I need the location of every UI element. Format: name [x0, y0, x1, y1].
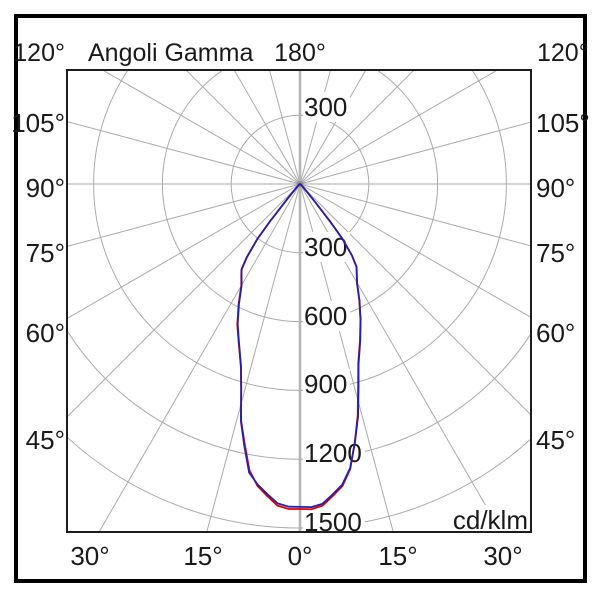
grid-spoke-315: [68, 183, 301, 417]
grid-spoke-45: [299, 183, 530, 415]
gamma-label-left-105: 105°: [11, 108, 65, 138]
grid-spoke-135: [299, 71, 414, 185]
outer-frame: [14, 14, 587, 583]
grid-spoke-330: [99, 183, 301, 531]
gamma-label-left-60: 60°: [25, 318, 65, 348]
intensity-curves: [68, 71, 530, 531]
curve-red: [236, 183, 362, 511]
grid-spoke-195: [269, 71, 301, 185]
gamma-label-left-90: 90°: [25, 173, 65, 203]
gamma-label-right-90: 90°: [536, 173, 576, 203]
diagram-title: Angoli Gamma: [88, 39, 254, 67]
gamma-label-top-right: 120°: [537, 39, 589, 67]
grid-spoke-225: [186, 71, 301, 185]
grid-circle-600: [161, 71, 439, 323]
gamma-label-bottom-0: 30°: [70, 541, 110, 571]
grid-spoke-75: [299, 183, 530, 247]
grid-spoke-105: [299, 121, 530, 185]
gamma-label-bottom-4: 30°: [483, 541, 523, 571]
grid-spoke-255: [68, 121, 301, 185]
gamma-label-top-left: 120°: [13, 39, 65, 67]
curve-blue: [236, 183, 362, 509]
grid-spoke-285: [68, 183, 301, 247]
grid-circle-1500: [68, 437, 530, 529]
gamma-label-right-105: 105°: [536, 108, 590, 138]
grid-circle-900: [93, 71, 507, 391]
gamma-label-right-45: 45°: [536, 425, 576, 455]
gamma-label-bottom-3: 15°: [378, 541, 418, 571]
grid-spoke-300: [68, 183, 301, 319]
gamma-label-right-75: 75°: [536, 238, 576, 268]
grid-spoke-345: [206, 183, 301, 531]
plot-border: [66, 69, 532, 533]
gamma-label-left-75: 75°: [25, 238, 65, 268]
grid-spoke-210: [234, 71, 301, 185]
gamma-label-bottom-2: 0°: [287, 541, 313, 571]
grid-spoke-15: [299, 183, 394, 531]
grid-circle-300: [230, 114, 370, 254]
gamma-label-180: 180°: [274, 39, 326, 67]
grid-circle-1200: [68, 331, 530, 460]
gamma-label-right-60: 60°: [536, 318, 576, 348]
grid-spoke-240: [103, 71, 301, 185]
gamma-label-bottom-1: 15°: [183, 541, 223, 571]
grid-spoke-60: [299, 183, 530, 318]
grid-spoke-120: [299, 71, 497, 185]
gamma-label-left-45: 45°: [25, 425, 65, 455]
